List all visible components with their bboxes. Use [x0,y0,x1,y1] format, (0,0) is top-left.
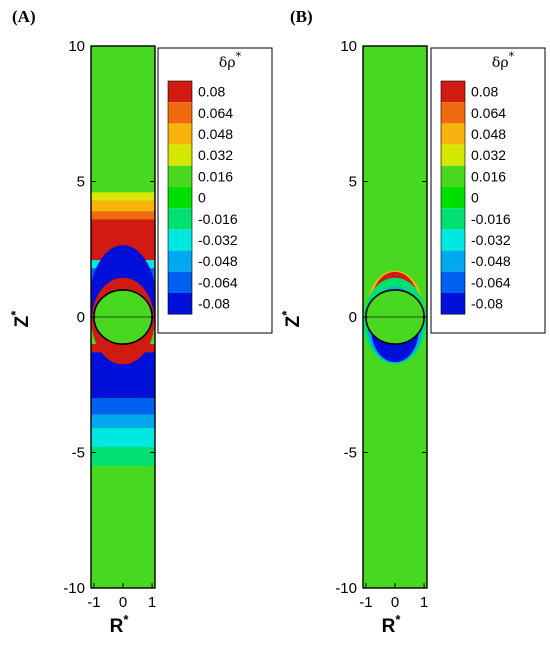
x-tick-label: 0 [119,594,127,611]
y-axis-title-group: Z* [8,310,33,328]
x-axis-title-text: R [382,616,396,637]
legend-label: 0 [198,190,206,206]
legend-title-superscript: * [509,50,515,63]
legend-label: 0.016 [198,168,233,184]
legend-label: -0.032 [471,232,511,248]
contour-band [91,200,155,212]
legend-colorbar-frame [167,80,193,315]
legend-label: 0.08 [471,84,498,100]
legend-label: 0.064 [198,105,233,121]
legend-swatch [441,250,465,272]
legend-swatch [168,81,192,103]
y-axis-title-group: Z* [279,310,304,328]
legend-swatch [441,293,465,315]
contour-band [91,414,155,429]
legend-swatch [441,165,465,187]
legend: δρ* 0.08 0.064 0.048 0.032 0.016 0 -0.016 -0.032… [157,47,273,334]
legend-swatch [441,271,465,293]
y-axis-title: Z* [279,310,304,328]
legend: δρ* 0.08 0.064 0.048 0.032 0.016 0 -0.016 -0.032… [430,47,546,334]
legend-label: -0.048 [471,253,511,269]
legend-swatch [168,271,192,293]
legend-label: -0.048 [198,253,238,269]
contour-band [91,211,155,220]
legend-label: 0.08 [198,84,225,100]
x-tick-label: 0 [391,594,399,611]
legend-label: -0.064 [471,274,511,290]
x-tick-label: -1 [359,594,372,611]
legend-colorbar-frame [440,80,466,315]
legend-swatch [168,144,192,166]
legend-swatch [168,102,192,124]
contour-band [91,192,155,201]
legend-swatch [441,229,465,251]
y-tick-label: 5 [349,174,357,191]
x-axis-title: R* [382,612,402,637]
y-tick-label: 0 [349,309,357,326]
y-tick-label: -5 [344,445,357,462]
legend-label: 0.048 [198,126,233,142]
legend-label: 0 [471,190,479,206]
legend-swatch [168,250,192,272]
legend-title-text: δρ [219,55,236,71]
panel-label: (B) [290,7,313,26]
legend-label: -0.064 [198,274,238,290]
legend-title: δρ* [219,50,242,71]
plot-area [91,46,155,588]
legend-swatch [168,293,192,315]
x-axis-title: R* [110,612,130,637]
x-tick-label: 1 [148,594,156,611]
x-axis-title-superscript: * [123,612,129,627]
x-axis-title-superscript: * [395,612,401,627]
legend-swatch [168,123,192,145]
legend-label: 0.048 [471,126,506,142]
y-axis-title-superscript: * [8,310,23,316]
legend-swatch [441,144,465,166]
contour-band [91,447,155,467]
legend-title: δρ* [492,50,515,71]
y-axis-title-text: Z [12,315,33,327]
x-tick-label: -1 [87,594,100,611]
y-tick-label: 5 [77,174,85,191]
plot-area [363,46,427,588]
legend-swatch [168,208,192,230]
legend-swatch [441,81,465,103]
legend-swatch [441,123,465,145]
legend-swatch [441,187,465,209]
legend-label: 0.032 [471,147,506,163]
legend-title-superscript: * [236,50,242,63]
contour-band [91,428,155,448]
y-tick-label: -5 [72,445,85,462]
legend-label: 0.064 [471,105,506,121]
contour-band [91,398,155,415]
y-axis-title-text: Z [283,315,304,327]
legend-label: -0.08 [198,296,230,312]
y-tick-label: 0 [77,309,85,326]
legend-label: -0.016 [471,211,511,227]
legend-swatch [168,187,192,209]
y-axis-title: Z* [8,310,33,328]
y-tick-label: -10 [335,580,357,597]
legend-label: -0.032 [198,232,238,248]
y-tick-label: -10 [63,580,85,597]
legend-label: -0.08 [471,296,503,312]
legend-label: 0.016 [471,168,506,184]
legend-label: 0.032 [198,147,233,163]
x-axis-title-text: R [110,616,124,637]
legend-swatch [441,208,465,230]
y-tick-label: 10 [340,38,357,55]
legend-swatch [168,165,192,187]
x-tick-label: 1 [420,594,428,611]
y-tick-label: 10 [68,38,85,55]
legend-label: -0.016 [198,211,238,227]
y-axis-title-superscript: * [279,310,294,316]
legend-title-text: δρ [492,55,509,71]
legend-swatch [168,229,192,251]
panel-label: (A) [12,7,36,26]
legend-swatch [441,102,465,124]
